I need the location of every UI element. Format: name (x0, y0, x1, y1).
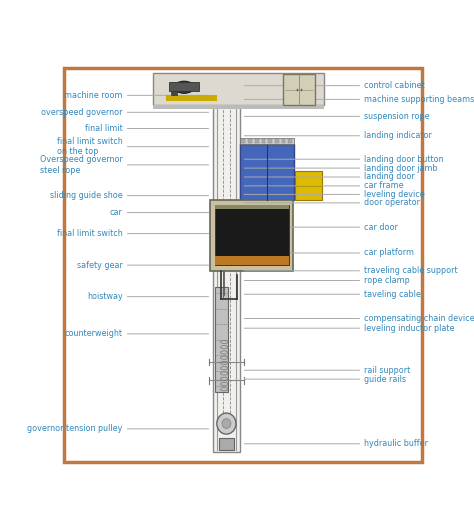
Text: control cabinet: control cabinet (364, 81, 425, 90)
Bar (268, 140, 272, 143)
Text: traveling cable support: traveling cable support (364, 266, 458, 275)
Text: landing indicator: landing indicator (364, 131, 432, 140)
Text: hoistway: hoistway (87, 292, 123, 301)
Bar (283, 75, 315, 106)
Text: Overspeed governor
steel rope: Overspeed governor steel rope (40, 155, 123, 175)
Bar (282, 140, 285, 143)
Text: machine supporting beams: machine supporting beams (364, 95, 474, 104)
Text: leveling device: leveling device (364, 190, 425, 199)
Bar (215, 205, 289, 209)
Text: governor tension pulley: governor tension pulley (27, 424, 123, 433)
Text: landing door: landing door (364, 173, 415, 182)
Text: rail support: rail support (364, 366, 410, 375)
Bar (240, 144, 294, 201)
Bar (219, 438, 234, 450)
Text: final limit: final limit (85, 124, 123, 133)
Bar (275, 140, 279, 143)
Bar (166, 96, 217, 99)
Bar (153, 106, 324, 109)
Text: door operator: door operator (364, 198, 420, 207)
Text: taveling cable: taveling cable (364, 290, 421, 299)
Circle shape (217, 413, 236, 434)
Text: leveling inductor plate: leveling inductor plate (364, 324, 455, 333)
Bar (166, 99, 217, 101)
Text: suspension rope: suspension rope (364, 112, 430, 121)
Text: overspeed governor: overspeed governor (41, 108, 123, 117)
Ellipse shape (174, 81, 194, 93)
Text: sliding guide shoe: sliding guide shoe (50, 191, 123, 200)
Bar (262, 140, 265, 143)
Text: hydraulic buffer: hydraulic buffer (364, 439, 428, 448)
Bar (215, 256, 289, 265)
Text: final limit switch: final limit switch (57, 229, 123, 238)
Text: rope clamp: rope clamp (364, 276, 410, 285)
Text: car platform: car platform (364, 248, 414, 257)
Text: car frame: car frame (364, 182, 404, 191)
Text: safety gear: safety gear (77, 260, 123, 270)
Text: guide rails: guide rails (364, 375, 406, 384)
Bar (295, 171, 322, 201)
Text: car door: car door (364, 223, 398, 232)
Bar (171, 91, 177, 96)
Text: compensating chain device: compensating chain device (364, 314, 474, 323)
Bar (241, 140, 245, 143)
Bar (240, 138, 294, 144)
Bar (248, 140, 252, 143)
Text: landing door button: landing door button (364, 155, 444, 164)
Circle shape (222, 419, 231, 428)
Text: final limit switch
on the top: final limit switch on the top (57, 137, 123, 156)
Bar (210, 201, 293, 271)
Bar (289, 140, 292, 143)
Bar (255, 140, 258, 143)
Bar (215, 287, 228, 393)
Bar (169, 82, 199, 91)
Text: car: car (110, 208, 123, 217)
Text: landing door jamb: landing door jamb (364, 164, 438, 173)
Bar (213, 103, 240, 452)
Bar (215, 205, 289, 265)
Text: counterweight: counterweight (65, 329, 123, 338)
Bar (153, 73, 324, 106)
Text: machine room: machine room (64, 91, 123, 100)
